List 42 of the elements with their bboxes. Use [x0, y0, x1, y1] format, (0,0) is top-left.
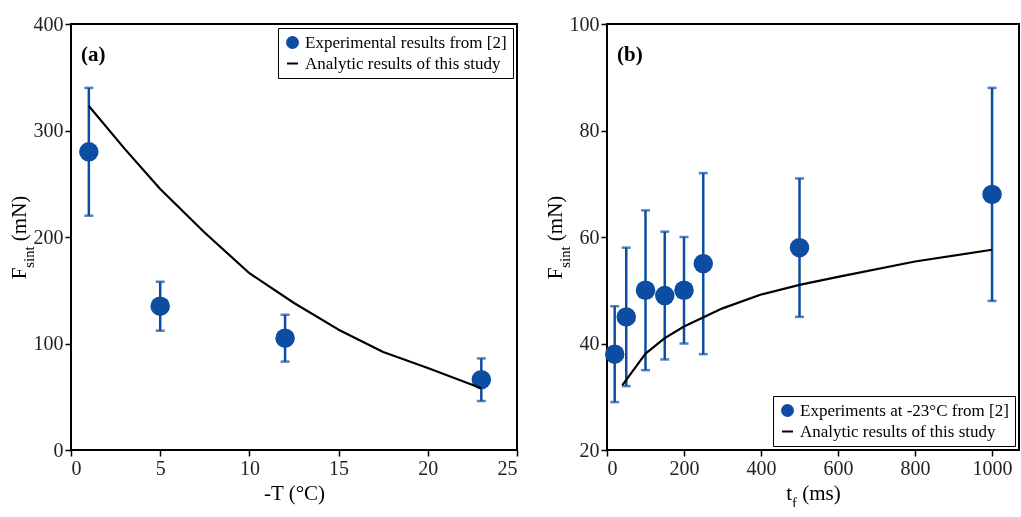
annotation: (a)	[81, 42, 106, 66]
x-tick-label: 600	[823, 456, 854, 479]
y-tick-label: 0	[53, 438, 64, 461]
x-tick-label: 0	[71, 456, 82, 479]
point	[674, 280, 694, 300]
point	[982, 184, 1002, 205]
y-tick-label: 20	[579, 438, 600, 461]
y-tick-label: 300	[33, 119, 64, 141]
x-tick-label: 400	[746, 456, 777, 479]
y-tick-label: 60	[579, 225, 600, 248]
x-tick-label: 1000	[972, 456, 1013, 479]
y-tick-label: 80	[579, 119, 600, 141]
x-tick-label: 20	[418, 456, 439, 479]
x-tick-label: 15	[329, 456, 350, 479]
point	[635, 280, 656, 300]
y-tick-label: 100	[569, 12, 600, 35]
y-tick-label: 100	[33, 332, 64, 354]
point	[275, 328, 295, 348]
point	[79, 142, 99, 162]
point	[150, 296, 170, 316]
line-series	[621, 248, 994, 387]
point	[789, 237, 810, 258]
x-tick-label: 10	[239, 456, 260, 479]
point	[604, 344, 625, 364]
x-tick-label: 0	[607, 456, 618, 479]
x-tick-label: 5	[155, 456, 166, 479]
legend-label: Analytic results of this study	[305, 53, 501, 73]
legend-label: Experimental results from [2]	[305, 32, 507, 52]
point	[616, 307, 636, 327]
x-tick-label: 25	[497, 456, 518, 479]
x-tick-label: 800	[900, 456, 931, 479]
point	[471, 369, 492, 390]
y-tick-label: 400	[33, 12, 64, 35]
annotation: (b)	[617, 42, 643, 66]
point	[693, 253, 714, 274]
legend-label: Analytic results of this study	[800, 421, 996, 441]
point	[655, 285, 675, 306]
legend-label: Experiments at -23°C from [2]	[800, 400, 1009, 420]
x-tick-label: 200	[669, 456, 700, 479]
y-tick-label: 40	[579, 332, 600, 354]
x-axis-title: t$_{f}$ (ms)	[786, 480, 841, 511]
x-axis-title: -T (°C)	[263, 480, 326, 505]
